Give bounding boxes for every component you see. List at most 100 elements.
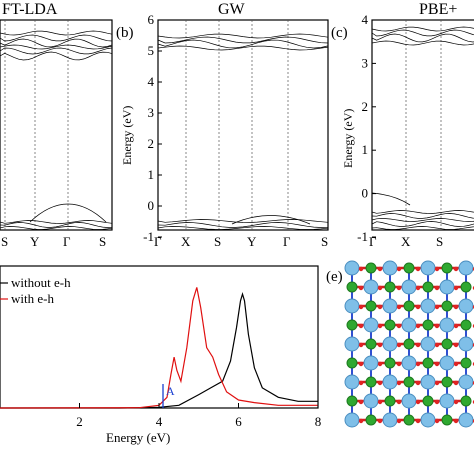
atom-oxygen (453, 266, 459, 272)
panel-d-x-label: Energy (eV) (106, 430, 170, 445)
atom-oxygen (415, 266, 421, 272)
panel-b-y-axis: 6 5 4 3 2 1 0 -1 (143, 12, 162, 244)
atom-large (363, 279, 379, 295)
atom-oxygen (453, 361, 459, 367)
atom-oxygen (434, 342, 440, 348)
panel-a-valence-band (29, 203, 107, 223)
atom-large (363, 355, 379, 371)
atom-oxygen (396, 418, 402, 424)
atom-small (422, 281, 434, 293)
atom-oxygen (396, 266, 402, 272)
panel-b-y-label: Energy (eV) (120, 106, 134, 165)
undefined-conduction-band (157, 33, 329, 39)
panel-b-y-tick-label: 2 (148, 136, 155, 151)
atom-oxygen (396, 285, 402, 291)
atom-small (441, 414, 453, 426)
atom-large (439, 355, 455, 371)
atom-oxygen (415, 323, 421, 329)
undefined-conduction-band (371, 29, 474, 37)
undefined-conduction-band (371, 33, 474, 43)
panel-b-k-label: S (321, 234, 328, 249)
atom-small (346, 319, 358, 331)
atom-large (458, 260, 474, 276)
atom-small (365, 376, 377, 388)
panel-b-tag: (b) (116, 25, 134, 41)
panel-b-y-tick-label: 1 (148, 167, 155, 182)
atom-large (420, 298, 436, 314)
atom-oxygen (453, 285, 459, 291)
legend-label-with: with e-h (11, 291, 54, 306)
panel-b-y-tick-label: 6 (148, 12, 155, 27)
atom-oxygen (377, 361, 383, 367)
undefined-conduction-band (0, 30, 113, 36)
undefined-valence-band (0, 226, 113, 230)
atom-oxygen (358, 342, 364, 348)
atom-oxygen (434, 418, 440, 424)
panel-b-k-label: X (181, 234, 191, 249)
atom-small (346, 357, 358, 369)
atom-large (439, 279, 455, 295)
panel-a-k-label: S (99, 234, 106, 249)
panel-c-k-label: X (401, 234, 411, 249)
panel-b-frame (157, 19, 329, 231)
panel-c-y-axis: 4 3 2 1 0 -1 (357, 12, 376, 244)
atom-small (441, 300, 453, 312)
atom-oxygen (434, 323, 440, 329)
panel-b-y-tick-label: 4 (148, 74, 155, 89)
atom-oxygen (434, 361, 440, 367)
crystal-structure-image (344, 260, 474, 428)
panel-b-y-tick-label: -1 (143, 229, 154, 244)
atom-small (384, 357, 396, 369)
undefined-conduction-band (371, 26, 474, 32)
atom-oxygen (358, 399, 364, 405)
atom-large (401, 393, 417, 409)
panel-d-x-tick-label: 2 (76, 414, 83, 429)
atom-oxygen (377, 399, 383, 405)
undefined-valence-band (0, 220, 113, 224)
atom-large (344, 374, 360, 390)
atom-large (458, 298, 474, 314)
atom-oxygen (453, 380, 459, 386)
atom-oxygen (415, 304, 421, 310)
atom-small (403, 414, 415, 426)
atom-small (365, 300, 377, 312)
atom-small (403, 376, 415, 388)
peak-marker-label: A (166, 384, 175, 398)
panel-d-x-tick-label: 4 (156, 414, 163, 429)
atom-large (382, 412, 398, 428)
panel-b-y-tick-label: 0 (148, 198, 155, 213)
panel-e-tag: (e) (326, 269, 343, 285)
panel-d-x-tick-label: 8 (315, 414, 322, 429)
atom-oxygen (377, 342, 383, 348)
atom-large (363, 393, 379, 409)
undefined-conduction-band (157, 39, 329, 49)
panel-c-y-label: Energy (eV) (341, 109, 355, 168)
panel-d: without e-h with e-h A 2 4 6 8 Energy (eV) (0, 265, 321, 445)
atom-oxygen (396, 323, 402, 329)
atom-small (441, 262, 453, 274)
atom-oxygen (434, 304, 440, 310)
panel-d-x-axis: 2 4 6 8 (76, 403, 321, 429)
atom-large (382, 336, 398, 352)
panel-c-y-tick-label: 3 (362, 55, 369, 70)
atom-small (422, 357, 434, 369)
atom-large (458, 412, 474, 428)
atom-oxygen (377, 266, 383, 272)
atom-oxygen (434, 399, 440, 405)
panel-a-k-label: S (1, 234, 8, 249)
legend: without e-h with e-h (0, 275, 71, 306)
panel-b-k-label: Γ (283, 234, 291, 249)
atom-large (439, 393, 455, 409)
atom-small (403, 262, 415, 274)
atom-oxygen (415, 418, 421, 424)
atom-oxygen (434, 285, 440, 291)
undefined-valence-band (371, 210, 474, 214)
atom-oxygen (415, 361, 421, 367)
atom-oxygen (434, 380, 440, 386)
panel-b-k-label: S (214, 234, 221, 249)
atom-oxygen (415, 342, 421, 348)
atom-large (401, 355, 417, 371)
atom-oxygen (453, 399, 459, 405)
atom-oxygen (396, 399, 402, 405)
